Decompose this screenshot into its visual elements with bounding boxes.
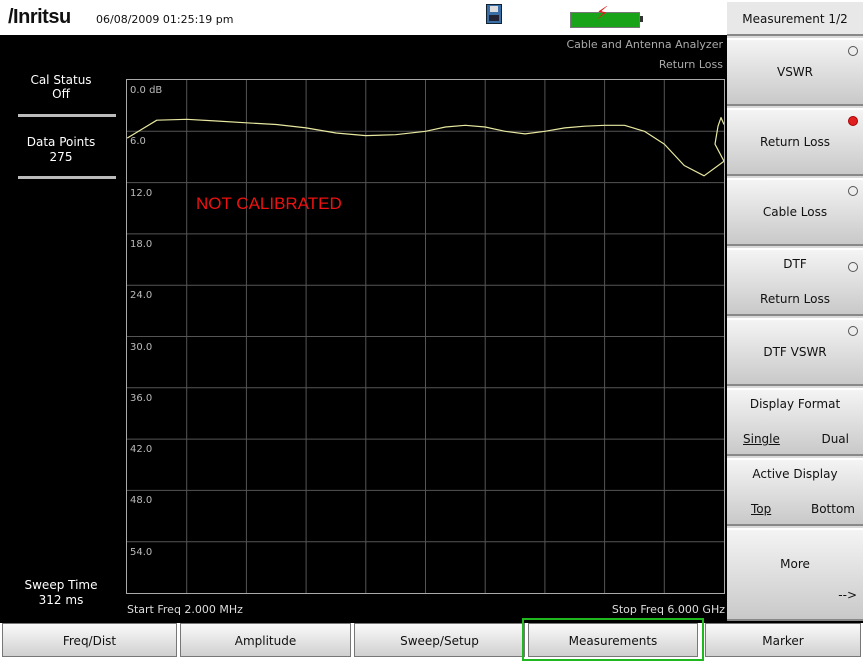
radio-icon <box>848 186 858 196</box>
cal-status-value: Off <box>52 87 70 101</box>
more-arrow-icon: --> <box>838 588 857 602</box>
charging-bolt-icon: ⚡ <box>596 3 609 24</box>
datetime: 06/08/2009 01:25:19 pm <box>96 13 234 26</box>
y-tick-label: 6.0 <box>130 136 146 148</box>
data-points-label: Data Points <box>26 135 96 149</box>
active-top-option[interactable]: Top <box>751 502 772 516</box>
return-loss-trace <box>126 116 725 177</box>
y-tick-label: 18.0 <box>130 238 153 250</box>
dtf-return-loss-button[interactable]: DTF Return Loss <box>727 248 863 316</box>
active-display-button[interactable]: Active Display Top Bottom <box>727 458 863 526</box>
battery-icon <box>570 12 640 28</box>
return-loss-button[interactable]: Return Loss <box>727 108 863 176</box>
start-frequency: Start Freq 2.000 MHz <box>127 603 243 616</box>
display-format-label: Display Format <box>749 397 841 411</box>
stop-frequency: Stop Freq 6.000 GHz <box>611 603 725 616</box>
format-dual-option[interactable]: Dual <box>821 432 849 446</box>
sweep-setup-button[interactable]: Sweep/Setup <box>354 623 525 657</box>
measurement-label: Return Loss <box>658 58 723 71</box>
y-tick-label: 30.0 <box>130 341 153 353</box>
freq-dist-button[interactable]: Freq/Dist <box>2 623 177 657</box>
y-tick-label: 24.0 <box>130 290 153 302</box>
radio-icon <box>848 46 858 56</box>
amplitude-button[interactable]: Amplitude <box>180 623 351 657</box>
y-tick-label: 0.0 dB <box>130 85 163 96</box>
plot-area <box>126 79 725 594</box>
display-format-button[interactable]: Display Format Single Dual <box>727 388 863 456</box>
sweep-time-value: 312 ms <box>38 593 84 607</box>
sweep-time-label: Sweep Time <box>24 578 98 592</box>
cal-status-label: Cal Status <box>30 73 92 87</box>
trace-chart <box>126 80 725 593</box>
cable-loss-label: Cable Loss <box>762 205 828 219</box>
active-display-label: Active Display <box>752 467 838 481</box>
menu-title: Measurement 1/2 <box>727 0 863 36</box>
selected-menu-highlight <box>522 618 704 661</box>
cable-loss-button[interactable]: Cable Loss <box>727 178 863 246</box>
more-label: More <box>780 557 810 571</box>
floppy-disk-icon <box>486 4 502 24</box>
y-tick-label: 12.0 <box>130 187 153 199</box>
measurements-button[interactable]: Measurements <box>528 623 698 657</box>
y-tick-label: 36.0 <box>130 392 153 404</box>
mode-label: Cable and Antenna Analyzer <box>566 38 723 51</box>
radio-icon <box>848 326 858 336</box>
divider <box>18 114 116 117</box>
anritsu-logo: /Inritsu <box>8 6 71 28</box>
y-tick-label: 54.0 <box>130 546 153 558</box>
marker-button[interactable]: Marker <box>705 623 861 657</box>
dtf-vswr-button[interactable]: DTF VSWR <box>727 318 863 386</box>
menu-title-text: Measurement 1/2 <box>742 12 848 26</box>
radio-icon <box>848 262 858 272</box>
data-points-value: 275 <box>49 150 73 164</box>
active-bottom-option[interactable]: Bottom <box>810 502 855 516</box>
battery-terminal <box>640 16 643 22</box>
not-calibrated-warning: NOT CALIBRATED <box>196 194 342 213</box>
y-tick-label: 42.0 <box>130 444 153 456</box>
dtf-return-loss-label: Return Loss <box>760 292 830 306</box>
vswr-button[interactable]: VSWR <box>727 38 863 106</box>
dtf-label: DTF <box>783 257 807 271</box>
y-tick-label: 48.0 <box>130 495 153 507</box>
dtf-vswr-label: DTF VSWR <box>763 345 827 359</box>
format-single-option[interactable]: Single <box>743 432 780 446</box>
return-loss-label: Return Loss <box>760 135 830 149</box>
more-button[interactable]: More --> <box>727 528 863 621</box>
vswr-label: VSWR <box>776 65 814 79</box>
radio-selected-icon <box>848 116 858 126</box>
divider <box>18 176 116 179</box>
